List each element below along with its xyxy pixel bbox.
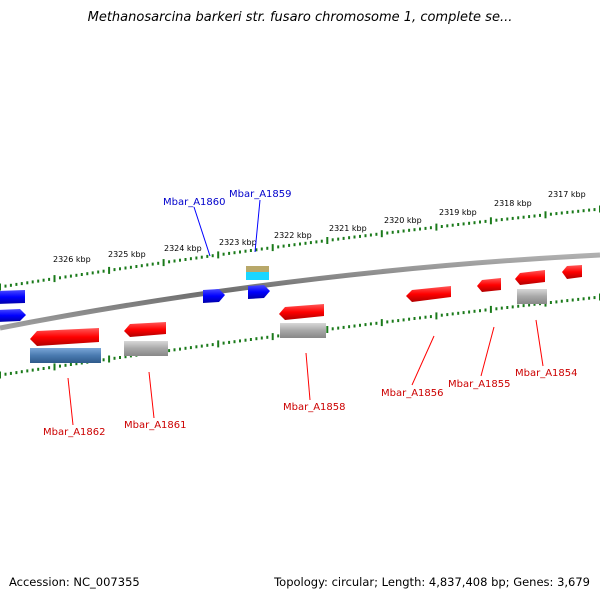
leader-mbar-a1854 <box>535 319 544 367</box>
gene-arrow-right-edge[interactable] <box>562 265 582 279</box>
leader-mbar-a1856 <box>411 335 435 386</box>
gene-label-mbar-a1856[interactable]: Mbar_A1856 <box>381 388 444 399</box>
map-title: Methanosarcina barkeri str. fusaro chrom… <box>87 10 513 25</box>
scale-label-2320: 2320 kbp <box>384 216 422 225</box>
leader-mbar-a1861 <box>148 371 155 419</box>
gene-arrow-mbar-a1859[interactable] <box>248 285 270 299</box>
leader-mbar-a1862 <box>67 377 74 426</box>
feature-box-mbar-a1854[interactable] <box>517 289 547 304</box>
scale-label-2319: 2319 kbp <box>439 208 477 217</box>
scale-labels: 2326 kbp 2325 kbp 2324 kbp 2323 kbp 2322… <box>53 190 586 264</box>
topology-summary-text: Topology: circular; Length: 4,837,408 bp… <box>274 575 590 589</box>
leader-mbar-a1858 <box>305 352 311 401</box>
gene-arrow-left-edge-b[interactable] <box>0 309 26 322</box>
scale-label-2322: 2322 kbp <box>274 231 312 240</box>
feature-box-mbar-a1862[interactable] <box>30 348 101 363</box>
gene-arrow-mbar-a1861[interactable] <box>124 322 166 337</box>
gene-arrow-mbar-a1858[interactable] <box>279 304 324 320</box>
outer-scale-ring <box>0 205 600 291</box>
scale-label-2325: 2325 kbp <box>108 250 146 259</box>
scale-label-2318: 2318 kbp <box>494 199 532 208</box>
gene-arrow-mbar-a1856[interactable] <box>406 286 451 302</box>
accession-text: Accession: NC_007355 <box>9 575 140 589</box>
leader-mbar-a1859 <box>254 199 261 253</box>
scale-label-2317: 2317 kbp <box>548 190 586 199</box>
gene-label-mbar-a1855[interactable]: Mbar_A1855 <box>448 379 511 390</box>
gene-label-mbar-a1860[interactable]: Mbar_A1860 <box>163 197 226 208</box>
gene-arrow-mbar-a1855[interactable] <box>477 278 501 292</box>
gene-label-mbar-a1862[interactable]: Mbar_A1862 <box>43 427 106 438</box>
feature-box-mbar-a1861[interactable] <box>124 341 168 356</box>
gene-label-mbar-a1858[interactable]: Mbar_A1858 <box>283 402 346 413</box>
scale-label-2321: 2321 kbp <box>329 224 367 233</box>
gene-labels: Mbar_A1860 Mbar_A1859 Mbar_A1862 Mbar_A1… <box>43 189 578 438</box>
feature-box-cyan[interactable] <box>246 272 269 280</box>
gene-label-mbar-a1854[interactable]: Mbar_A1854 <box>515 368 578 379</box>
chromosome-backbone <box>0 252 600 331</box>
gene-label-mbar-a1861[interactable]: Mbar_A1861 <box>124 420 187 431</box>
gene-arrow-mbar-a1860[interactable] <box>203 289 225 303</box>
gene-label-mbar-a1859[interactable]: Mbar_A1859 <box>229 189 292 200</box>
leader-mbar-a1855 <box>480 326 495 377</box>
feature-box-mbar-a1858[interactable] <box>280 323 326 338</box>
feature-box-olive[interactable] <box>246 266 269 272</box>
scale-label-2323: 2323 kbp <box>219 238 257 247</box>
scale-label-2326: 2326 kbp <box>53 255 91 264</box>
gene-arrow-left-edge-a[interactable] <box>0 290 25 304</box>
reverse-strand-genes <box>30 265 582 363</box>
gene-arrow-mbar-a1862[interactable] <box>30 328 99 346</box>
leader-mbar-a1860 <box>193 206 211 257</box>
scale-label-2324: 2324 kbp <box>164 244 202 253</box>
forward-strand-genes <box>0 266 270 322</box>
label-leader-lines <box>67 199 544 426</box>
gene-arrow-mbar-a1854[interactable] <box>515 270 545 285</box>
